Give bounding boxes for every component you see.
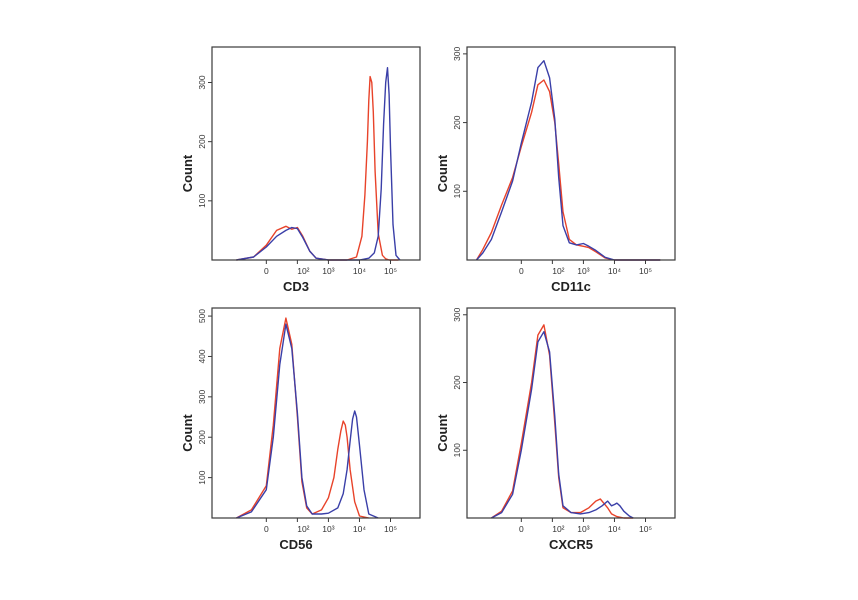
x-tick-label: 10² — [297, 524, 309, 534]
x-tick-label: 10⁴ — [353, 266, 366, 276]
chart-panel-cd11c: 0 10² 10³ 10⁴ 10⁵ 100 200 300 CD11c Count — [435, 46, 676, 294]
series-line-red — [236, 317, 369, 519]
y-tick-label: 100 — [197, 470, 207, 484]
x-tick-label: 10² — [297, 266, 309, 276]
y-axis-label: Count — [435, 414, 450, 452]
series-line-blue — [491, 331, 634, 519]
y-tick-label: 200 — [197, 134, 207, 148]
x-tick-label: 0 — [264, 524, 269, 534]
x-tick-label: 10⁴ — [608, 266, 621, 276]
y-tick-label: 300 — [452, 307, 462, 321]
x-axis-label: CXCR5 — [549, 537, 593, 552]
x-tick-label: 10⁴ — [608, 524, 621, 534]
x-tick-label: 10³ — [322, 266, 334, 276]
y-tick-label: 100 — [197, 193, 207, 207]
series-line-blue — [236, 323, 379, 519]
x-axis-label: CD56 — [279, 537, 312, 552]
y-tick-label: 200 — [452, 115, 462, 129]
y-tick-label: 200 — [452, 375, 462, 389]
y-tick-label: 100 — [452, 184, 462, 198]
x-axis-label: CD11c — [551, 279, 591, 294]
chart-panel-cd56: 0 10² 10³ 10⁴ 10⁵ 100 200 300 400 500 CD56 Count — [180, 307, 421, 552]
y-tick-label: 200 — [197, 430, 207, 444]
y-tick-label: 300 — [197, 389, 207, 403]
x-tick-label: 10³ — [322, 524, 334, 534]
series-line-red — [475, 79, 661, 261]
x-tick-label: 0 — [519, 524, 524, 534]
x-tick-label: 10⁵ — [639, 524, 652, 534]
x-tick-label: 0 — [264, 266, 269, 276]
y-tick-label: 300 — [452, 47, 462, 61]
y-tick-label: 400 — [197, 349, 207, 363]
y-tick-label: 100 — [452, 443, 462, 457]
x-tick-label: 10⁵ — [384, 524, 397, 534]
chart-panel-cd3: 0 10² 10³ 10⁴ 10⁵ 100 200 300 CD3 Count — [180, 46, 421, 294]
plot-frame — [466, 46, 676, 261]
x-tick-label: 10⁵ — [639, 266, 652, 276]
plot-frame — [211, 307, 421, 519]
x-tick-label: 0 — [519, 266, 524, 276]
x-axis-label: CD3 — [283, 279, 309, 294]
chart-panel-cxcr5: 0 10² 10³ 10⁴ 10⁵ 100 200 300 CXCR5 Count — [435, 307, 676, 552]
y-tick-label: 500 — [197, 309, 207, 323]
y-axis-label: Count — [180, 154, 195, 192]
x-tick-label: 10³ — [577, 266, 589, 276]
y-axis-label: Count — [180, 414, 195, 452]
series-line-blue — [236, 66, 401, 261]
x-tick-label: 10² — [552, 524, 564, 534]
plot-frame — [466, 307, 676, 519]
y-tick-label: 300 — [197, 75, 207, 89]
plot-frame — [211, 46, 421, 261]
x-tick-label: 10² — [552, 266, 564, 276]
x-tick-label: 10³ — [577, 524, 589, 534]
x-tick-label: 10⁵ — [384, 266, 397, 276]
series-line-red — [491, 324, 634, 519]
series-line-blue — [475, 60, 661, 261]
y-axis-label: Count — [435, 154, 450, 192]
x-tick-label: 10⁴ — [353, 524, 366, 534]
series-line-red — [236, 75, 399, 261]
